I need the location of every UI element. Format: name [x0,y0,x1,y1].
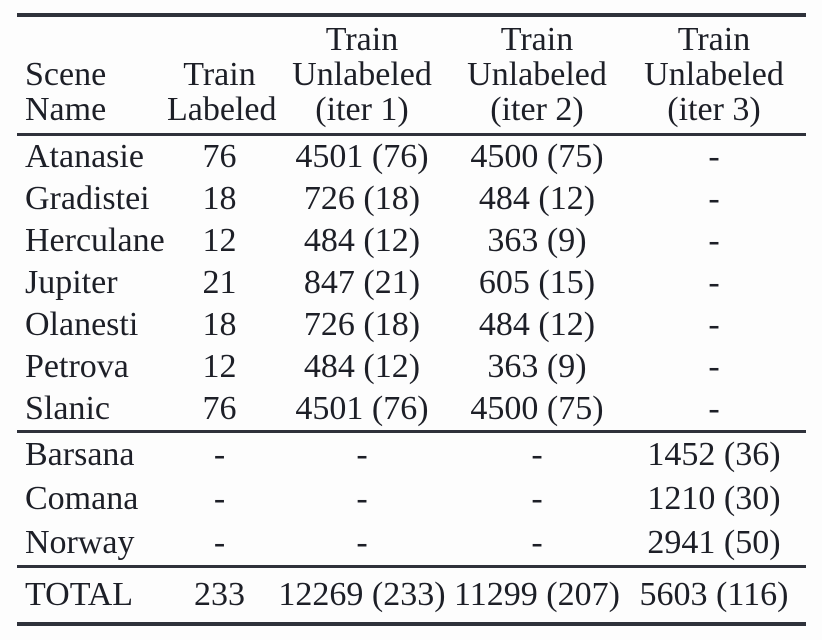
header-train-unlabeled-iter1: Train Unlabeled (iter 1) [272,15,452,136]
cell-unlabeled-iter2: - [531,524,543,561]
cell-train-labeled: - [167,430,272,477]
cell-unlabeled-iter3: 1452 (36) [622,430,806,477]
table-row: Comana - - - 1210 (30) [17,477,806,521]
cell-train-labeled: 76 [202,138,237,175]
cell-scene-name: Gradistei [25,180,150,217]
total-row: TOTAL 233 12269 (233) 11299 (207) 5603 (… [17,565,806,624]
cell-unlabeled-iter2: 605 (15) [478,264,596,301]
table-row: Petrova 12 484 (12) 363 (9) - [17,346,806,388]
table-row: Norway - - - 2941 (50) [17,521,806,567]
table-row: Slanic 76 4501 (76) 4500 (75) - [17,388,806,432]
cell-scene-name: Petrova [25,348,129,385]
cell-train-labeled: - [213,480,226,517]
header-scene-name: Scene Name [17,15,167,136]
header-line: (iter 1) [315,91,409,128]
header-line: Unlabeled [644,56,784,93]
cell-scene-name: Herculane [25,222,165,259]
cell-scene-name: Comana [25,480,139,517]
cell-train-labeled: 76 [202,390,237,427]
cell-scene-name: Atanasie [25,138,144,175]
cell-train-labeled: 18 [202,306,237,343]
header-train-unlabeled-iter2: Train Unlabeled (iter 2) [452,15,622,136]
cell-scene-name: Barsana [17,430,167,477]
header-line: Train [677,21,751,58]
header-line: Unlabeled [292,56,432,93]
cell-unlabeled-iter1: 484 (12) [303,222,421,259]
section-labeled-scenes: Atanasie 76 4501 (76) 4500 (75) - Gradis… [17,135,806,432]
cell-unlabeled-iter2: 4500 (75) [470,138,604,175]
cell-unlabeled-iter1: 484 (12) [303,348,421,385]
cell-unlabeled-iter1: 4501 (76) [295,138,429,175]
cell-scene-name: Olanesti [25,306,139,343]
cell-unlabeled-iter1: 4501 (76) [295,390,429,427]
header-line: (iter 2) [490,91,584,128]
cell-unlabeled-iter1: - [356,480,368,517]
section-total: TOTAL 233 12269 (233) 11299 (207) 5603 (… [17,565,806,624]
cell-unlabeled-iter3: - [708,390,720,427]
cell-unlabeled-iter2: 363 (9) [487,348,587,385]
cell-scene-name: Jupiter [25,264,118,301]
table-row: Barsana - - - 1452 (36) [17,430,806,477]
header-line: Unlabeled [467,56,607,93]
cell-unlabeled-iter2: - [452,430,622,477]
header-train-labeled: Train Labeled [167,15,277,136]
cell-train-labeled: 12 [202,222,237,259]
header-line: (iter 3) [667,91,761,128]
table-row: Olanesti 18 726 (18) 484 (12) - [17,304,806,346]
cell-unlabeled-iter3: - [708,180,720,217]
cell-unlabeled-iter2: 484 (12) [478,306,596,343]
cell-unlabeled-iter1: 726 (18) [303,180,421,217]
cell-train-labeled: 21 [202,264,237,301]
header-line: Train [325,21,399,58]
cell-unlabeled-iter3: - [708,222,720,259]
cell-unlabeled-iter1: - [272,430,452,477]
section-unlabeled-only-scenes: Barsana - - - 1452 (36) Comana - - - 121… [17,430,806,567]
table-header: Scene Name Train Labeled Train Unlabeled… [17,15,806,136]
table-row: Atanasie 76 4501 (76) 4500 (75) - [17,135,806,179]
cell-unlabeled-iter3: - [708,306,720,343]
cell-train-labeled: - [213,524,226,561]
cell-unlabeled-iter1: 847 (21) [303,264,421,301]
header-line: Labeled [167,91,277,128]
cell-unlabeled-iter2: 484 (12) [478,180,596,217]
cell-unlabeled-iter3: - [708,348,720,385]
cell-total-iter3: 5603 (116) [622,565,806,624]
header-line: Scene [25,56,107,93]
cell-unlabeled-iter2: 4500 (75) [470,390,604,427]
cell-total-labeled: 233 [167,565,272,624]
cell-unlabeled-iter3: 2941 (50) [647,524,781,561]
header-line: Name [25,91,107,128]
table-row: Jupiter 21 847 (21) 605 (15) - [17,262,806,304]
table-row: Gradistei 18 726 (18) 484 (12) - [17,178,806,220]
cell-unlabeled-iter3: - [708,138,720,175]
header-train-unlabeled-iter3: Train Unlabeled (iter 3) [622,15,806,136]
cell-scene-name: Norway [25,524,135,561]
cell-unlabeled-iter3: 1210 (30) [647,480,781,517]
cell-total-iter1: 12269 (233) [272,565,452,624]
cell-total-iter2: 11299 (207) [452,565,622,624]
header-line: Train [500,21,574,58]
header-line: Train [183,56,256,93]
cell-total-label: TOTAL [17,565,167,624]
cell-scene-name: Slanic [25,390,110,427]
cell-train-labeled: 18 [202,180,237,217]
cell-unlabeled-iter1: - [356,524,368,561]
cell-unlabeled-iter1: 726 (18) [303,306,421,343]
cell-unlabeled-iter3: - [708,264,720,301]
cell-train-labeled: 12 [202,348,237,385]
header-row: Scene Name Train Labeled Train Unlabeled… [17,15,806,136]
table-row: Herculane 12 484 (12) 363 (9) - [17,220,806,262]
cell-unlabeled-iter2: - [531,480,543,517]
dataset-split-table: Scene Name Train Labeled Train Unlabeled… [17,13,806,626]
cell-unlabeled-iter2: 363 (9) [487,222,587,259]
